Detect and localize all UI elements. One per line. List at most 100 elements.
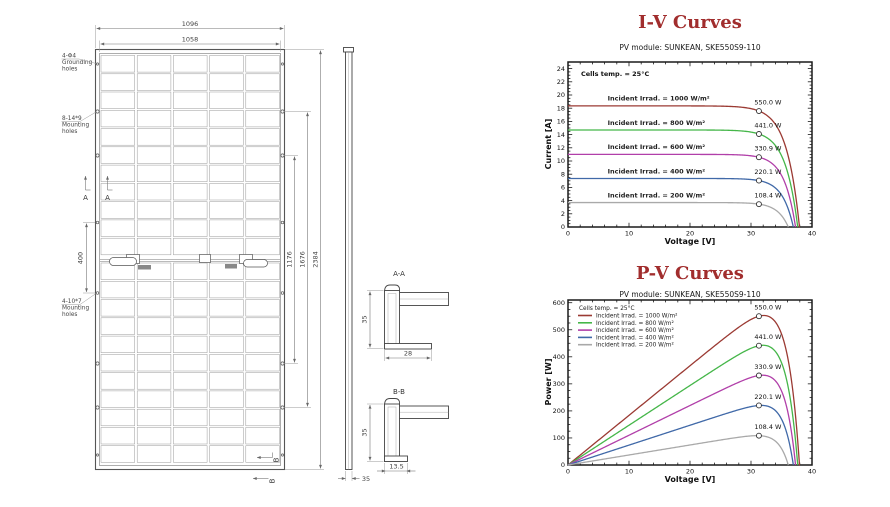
solar-cell xyxy=(100,183,135,201)
solar-cell xyxy=(245,73,280,91)
svg-text:40: 40 xyxy=(808,230,816,238)
grounding-label-line3: holes xyxy=(62,67,77,73)
solar-cell xyxy=(136,299,172,317)
solar-cell xyxy=(136,128,172,146)
solar-cell xyxy=(209,183,244,201)
svg-text:30: 30 xyxy=(747,230,755,238)
panel-inner-frame xyxy=(99,53,281,466)
solar-cell xyxy=(245,408,280,427)
grounding-holes xyxy=(96,62,284,457)
solar-cell xyxy=(100,128,135,146)
svg-text:600: 600 xyxy=(553,299,565,307)
iv-xlabel: Voltage [V] xyxy=(665,237,716,246)
solar-cell xyxy=(245,317,280,335)
mounting-top-label-line2: Mounting xyxy=(62,123,89,129)
connector-plug-left xyxy=(138,265,151,270)
iv-curve-label-5: Incident Irrad. = 200 W/m² xyxy=(608,191,706,199)
svg-text:400: 400 xyxy=(553,353,565,361)
svg-text:12: 12 xyxy=(557,144,565,152)
bb-foot xyxy=(384,455,408,462)
pv-mpp-marker-4 xyxy=(755,402,762,409)
solar-cell xyxy=(173,73,208,91)
pv-pmax-label-5: 108.4 W xyxy=(754,423,782,431)
solar-cell xyxy=(173,201,208,219)
solar-cell xyxy=(209,128,244,146)
solar-cell xyxy=(136,219,172,237)
solar-cell xyxy=(100,110,135,128)
solar-cell xyxy=(136,237,172,256)
mounting-holes-label-top: 8-14*9 Mounting holes xyxy=(61,111,97,135)
svg-text:0: 0 xyxy=(561,461,565,469)
pv-pmax-label-2: 441.0 W xyxy=(754,333,782,341)
iv-curve-label-2: Incident Irrad. = 800 W/m² xyxy=(608,119,706,127)
solar-cell xyxy=(100,390,135,408)
pv-pmax-label-4: 220.1 W xyxy=(754,393,782,401)
solar-cell xyxy=(173,262,208,280)
solar-cell xyxy=(100,55,135,73)
bb-wall xyxy=(384,403,400,462)
mounting-bottom-label-line2: Mounting xyxy=(62,306,89,312)
section-a-letter-1: A xyxy=(83,194,88,202)
iv-pmax-label-1: 550.0 W xyxy=(754,99,782,107)
pv-subtitle: PV module: SUNKEAN, SKE550S9-110 xyxy=(619,290,761,299)
solar-cell xyxy=(136,427,172,445)
pv-xlabel: Voltage [V] xyxy=(665,475,716,484)
svg-text:10: 10 xyxy=(625,230,633,238)
dim-junction-offset: 400 xyxy=(77,252,85,264)
aa-height-dim: 35 xyxy=(361,315,369,323)
section-aa-detail: A-A 35 28 xyxy=(361,270,449,361)
top-dimensions: 1096 1058 xyxy=(95,20,285,52)
aa-width-dim: 28 xyxy=(404,350,412,358)
solar-cell xyxy=(245,354,280,372)
grounding-label-line1: 4-Φ4 xyxy=(62,54,76,60)
solar-cell xyxy=(136,281,172,299)
mounting-top-label-line1: 8-14*9 xyxy=(62,116,82,122)
solar-cell xyxy=(173,335,208,353)
solar-cell xyxy=(100,281,135,299)
solar-cell xyxy=(245,55,280,73)
solar-cell xyxy=(136,335,172,353)
mounting-top-label-line3: holes xyxy=(62,129,77,135)
cable-connector-left xyxy=(109,257,137,266)
solar-cell xyxy=(136,183,172,201)
pv-curve-5 xyxy=(567,435,789,466)
solar-cell xyxy=(173,427,208,445)
aa-wall xyxy=(384,290,400,349)
solar-cell xyxy=(136,91,172,109)
iv-mpp-marker-3 xyxy=(755,154,762,161)
iv-curve-5 xyxy=(568,201,789,228)
pv-mpp-marker-3 xyxy=(755,372,762,379)
iv-pmax-label-4: 220.1 W xyxy=(754,168,782,176)
solar-cell xyxy=(209,408,244,427)
solar-cell xyxy=(245,237,280,256)
solar-cell xyxy=(173,354,208,372)
svg-text:22: 22 xyxy=(557,78,565,86)
svg-text:300: 300 xyxy=(553,380,565,388)
solar-cell xyxy=(173,281,208,299)
solar-cell xyxy=(100,372,135,390)
mounting-bottom-label-line3: holes xyxy=(62,312,77,318)
iv-mpp-marker-5 xyxy=(755,201,762,208)
pv-chart: P-V Curves PV module: SUNKEAN, SKE550S9-1… xyxy=(544,263,816,484)
solar-cell xyxy=(173,183,208,201)
solar-cell xyxy=(173,128,208,146)
solar-cell xyxy=(100,317,135,335)
solar-cell xyxy=(245,390,280,408)
side-view-cap xyxy=(343,47,354,53)
solar-cell xyxy=(173,219,208,237)
svg-text:14: 14 xyxy=(557,131,565,139)
dim-width-inner: 1058 xyxy=(182,36,199,44)
solar-cell xyxy=(209,390,244,408)
iv-curve-label-4: Incident Irrad. = 400 W/m² xyxy=(608,167,706,175)
solar-cell xyxy=(209,317,244,335)
solar-cell xyxy=(136,146,172,164)
section-aa-title: A-A xyxy=(393,270,405,278)
solar-cell xyxy=(100,164,135,182)
section-b-letter-1: B xyxy=(273,457,281,462)
solar-cell xyxy=(209,73,244,91)
section-b-letter-2: B xyxy=(269,478,277,483)
iv-ylabel: Current [A] xyxy=(544,119,553,170)
section-b-marks: B B xyxy=(253,452,281,483)
